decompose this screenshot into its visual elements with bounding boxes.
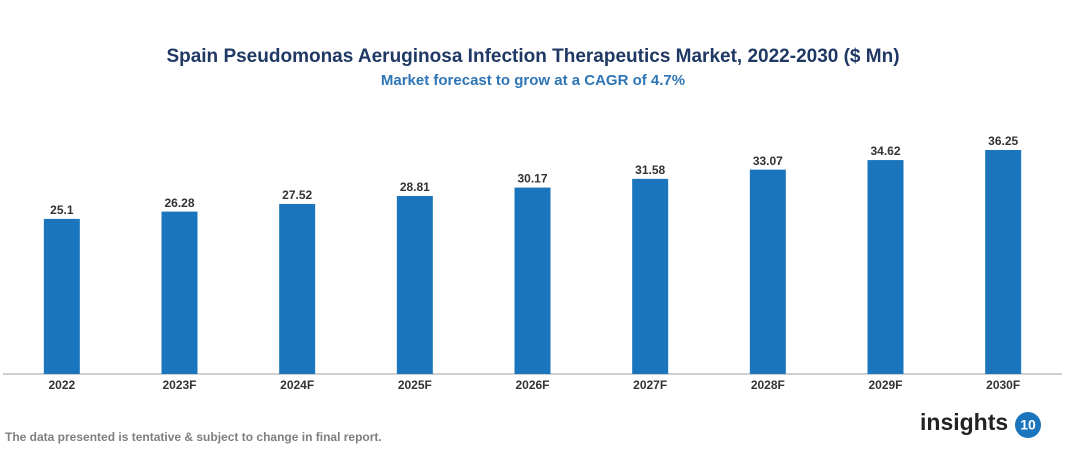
bar [632,178,669,374]
bar [396,195,433,374]
bar [985,150,1022,374]
bar [514,187,551,374]
value-label: 34.62 [870,144,900,158]
value-label: 33.07 [753,154,783,168]
bar [161,211,198,374]
chart-subtitle: Market forecast to grow at a CAGR of 4.7… [381,72,685,89]
logo-text: insights [920,409,1008,435]
bar [749,169,786,374]
x-tick-label: 2028F [751,378,785,392]
x-tick-label: 2027F [633,378,667,392]
value-label: 26.28 [164,196,194,210]
value-label: 30.17 [517,172,547,186]
logo-number: 10 [1020,417,1036,433]
x-tick-label: 2026F [515,378,549,392]
x-tick-label: 2025F [398,378,432,392]
x-tick-label: 2030F [986,378,1020,392]
value-label: 31.58 [635,163,665,177]
x-tick-label: 2022 [48,378,75,392]
bar [43,218,80,374]
footnote: The data presented is tentative & subjec… [5,430,382,444]
logo-badge [1015,412,1041,438]
bar [279,203,316,374]
x-tick-label: 2023F [162,378,196,392]
value-label: 25.1 [50,203,74,217]
value-label: 27.52 [282,188,312,202]
x-tick-label: 2029F [868,378,902,392]
x-tick-label: 2024F [280,378,314,392]
value-label: 28.81 [400,180,430,194]
bar [867,160,904,374]
value-label: 36.25 [988,134,1018,148]
chart-title: Spain Pseudomonas Aeruginosa Infection T… [166,46,899,67]
